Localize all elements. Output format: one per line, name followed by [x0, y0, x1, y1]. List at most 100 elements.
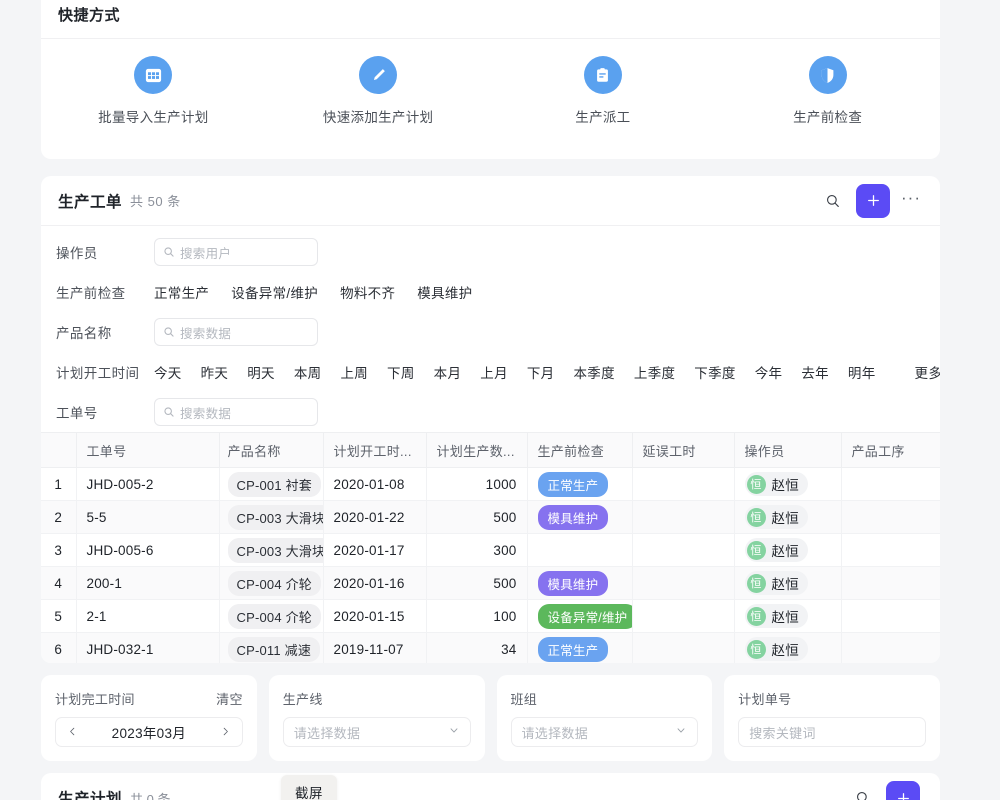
grid-icon [134, 56, 173, 94]
filter-card-header: 计划完工时间 清空 [55, 689, 243, 708]
date-option[interactable]: 明天 [247, 366, 275, 381]
filter-label: 计划单号 [738, 692, 792, 707]
cell-precheck-status: 设备异常/维护 [527, 599, 633, 633]
operator-chip: 恒赵恒 [744, 505, 808, 529]
cell-wo-number: 200-1 [76, 566, 220, 600]
filter-label: 班组 [510, 692, 538, 707]
avatar: 恒 [746, 507, 766, 527]
precheck-option[interactable]: 物料不齐 [340, 286, 396, 301]
operator-chip: 恒赵恒 [744, 571, 808, 595]
date-option[interactable]: 下周 [387, 366, 415, 381]
month-value: 2023年03月 [111, 726, 187, 741]
production-plan-title: 生产计划 [58, 791, 123, 800]
shortcut-quick-add[interactable]: 快速添加生产计划 [266, 56, 491, 126]
col-header-date[interactable]: 计划开工时... [323, 432, 427, 468]
date-option[interactable]: 本月 [433, 366, 462, 381]
search-icon[interactable] [818, 186, 848, 216]
col-header-index[interactable] [41, 432, 77, 468]
cell-product-process [841, 632, 940, 663]
date-option[interactable]: 上月 [480, 366, 508, 381]
chevron-right-icon[interactable] [220, 725, 231, 740]
filter-card-plan-finish: 计划完工时间 清空 2023年03月 [41, 675, 257, 761]
date-more-button[interactable]: 更多 [914, 366, 940, 381]
cell-plan-start-date: 2020-01-17 [323, 533, 427, 567]
date-option[interactable]: 明年 [847, 366, 876, 381]
filter-card-header: 计划单号 [738, 689, 926, 708]
shortcut-precheck[interactable]: 生产前检查 [715, 56, 940, 126]
chevron-left-icon[interactable] [67, 725, 78, 740]
add-button[interactable] [856, 183, 890, 218]
operator-search-input[interactable]: 搜索用户 [154, 238, 318, 266]
plan-number-input[interactable]: 搜索关键词 [738, 717, 926, 747]
date-option[interactable]: 今年 [754, 366, 783, 381]
date-option[interactable]: 本季度 [573, 366, 615, 381]
operator-chip: 恒赵恒 [744, 472, 808, 496]
date-option[interactable]: 下季度 [694, 366, 736, 381]
col-header-wo[interactable]: 工单号 [76, 432, 220, 468]
production-line-select[interactable]: 请选择数据 [282, 717, 471, 747]
date-option[interactable]: 昨天 [200, 366, 229, 381]
col-header-pname[interactable]: 产品名称 [219, 432, 324, 468]
cell-index: 6 [41, 632, 77, 663]
status-badge: 正常生产 [537, 636, 609, 662]
filter-label: 计划完工时间 [55, 692, 135, 707]
table-row[interactable]: 5 2-1 CP-004 介轮 2020-01-15 100 设备异常/维护 恒赵恒 [41, 599, 940, 633]
precheck-option[interactable]: 设备异常/维护 [231, 286, 319, 301]
date-option[interactable]: 本周 [293, 366, 322, 381]
operator-name: 赵恒 [771, 643, 799, 658]
date-option[interactable]: 下月 [526, 366, 555, 381]
input-placeholder: 搜索关键词 [749, 725, 816, 741]
date-option[interactable]: 上周 [340, 366, 369, 381]
ellipsis-icon[interactable]: ··· [901, 187, 921, 207]
cell-product-name: CP-011 减速 [219, 632, 324, 663]
col-header-check[interactable]: 生产前检查 [527, 432, 633, 468]
filter-row-precheck: 生产前检查 正常生产 设备异常/维护 物料不齐 模具维护 [41, 272, 940, 312]
shortcut-dispatch[interactable]: 生产派工 [491, 56, 716, 126]
cell-product-process [841, 467, 940, 501]
date-option[interactable]: 今天 [154, 366, 182, 381]
col-header-proc[interactable]: 产品工序 [841, 432, 940, 468]
clipboard-icon [583, 56, 622, 94]
search-icon [164, 407, 174, 417]
month-stepper[interactable]: 2023年03月 [55, 717, 243, 747]
add-button[interactable] [886, 781, 920, 800]
cell-plan-qty: 500 [426, 566, 528, 600]
product-tag: CP-004 介轮 [227, 603, 321, 629]
precheck-option[interactable]: 正常生产 [154, 286, 210, 301]
shortcut-label: 生产派工 [575, 110, 631, 125]
table-row[interactable]: 4 200-1 CP-004 介轮 2020-01-16 500 模具维护 恒赵恒 [41, 566, 940, 600]
work-order-table-scroll[interactable]: 工单号 产品名称 计划开工时... 计划生产数... 生产前检查 延误工时 操作… [41, 432, 940, 663]
col-header-op[interactable]: 操作员 [734, 432, 842, 468]
cell-product-process [841, 500, 940, 534]
work-order-header: 生产工单 共 50 条 ··· [41, 176, 940, 226]
precheck-option[interactable]: 模具维护 [417, 286, 473, 301]
search-icon[interactable] [848, 783, 878, 800]
wo-number-search-input[interactable]: 搜索数据 [154, 398, 318, 426]
col-header-delay[interactable]: 延误工时 [632, 432, 735, 468]
col-header-qty[interactable]: 计划生产数... [426, 432, 528, 468]
clear-button[interactable]: 清空 [216, 692, 243, 707]
cell-index: 2 [41, 500, 77, 534]
date-option[interactable]: 上季度 [633, 366, 676, 381]
shortcuts-title-bar: 快捷方式 [41, 0, 940, 39]
cell-delay-hours [632, 599, 735, 633]
date-option[interactable]: 去年 [801, 366, 829, 381]
filter-label-precheck: 生产前检查 [56, 286, 126, 301]
cell-product-name: CP-004 介轮 [219, 599, 324, 633]
shortcut-batch-import[interactable]: 批量导入生产计划 [41, 56, 266, 126]
avatar: 恒 [746, 540, 766, 560]
screenshot-button[interactable]: 截屏 [281, 775, 337, 800]
table-row[interactable]: 3 JHD-005-6 CP-003 大滑块 2020-01-17 300 物料不齐 恒赵恒 [41, 533, 940, 567]
filter-card-header: 班组 [511, 689, 699, 708]
cell-product-name: CP-004 介轮 [219, 566, 324, 600]
cell-wo-number: JHD-005-6 [76, 533, 220, 567]
cell-operator: 恒赵恒 [734, 533, 842, 567]
filter-card-plan-number: 计划单号 搜索关键词 [724, 675, 940, 761]
table-row[interactable]: 2 5-5 CP-003 大滑块 2020-01-22 500 模具维护 恒赵恒 [41, 500, 940, 534]
team-select[interactable]: 请选择数据 [510, 717, 699, 747]
table-row[interactable]: 1 JHD-005-2 CP-001 衬套 2020-01-08 1000 正常生产 恒赵恒 [41, 467, 940, 501]
operator-chip: 恒赵恒 [744, 604, 808, 628]
table-row[interactable]: 6 JHD-032-1 CP-011 减速 2019-11-07 34 正常生产 恒赵恒 [41, 632, 940, 663]
operator-name: 赵恒 [771, 511, 799, 526]
product-name-search-input[interactable]: 搜索数据 [154, 318, 318, 346]
